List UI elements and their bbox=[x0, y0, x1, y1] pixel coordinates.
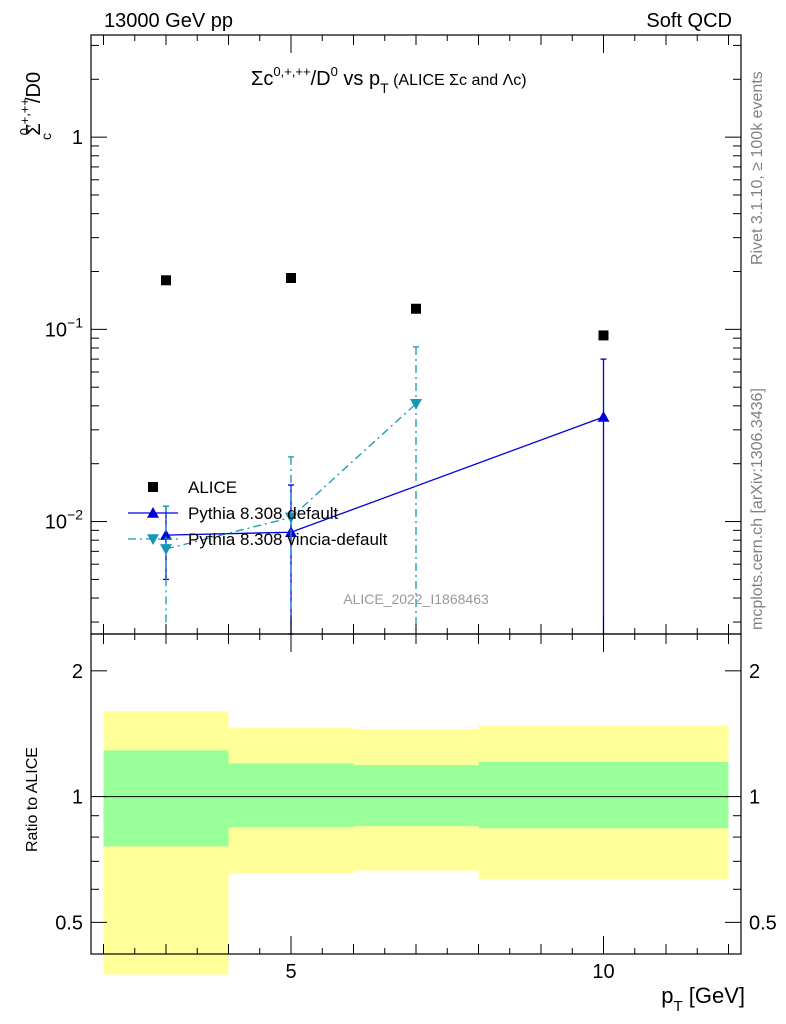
analysis-watermark: ALICE_2022_I1868463 bbox=[343, 591, 489, 607]
y-axis-label: Σ0,+,++c/D0 bbox=[17, 72, 54, 140]
ratio-axis-label: Ratio to ALICE bbox=[24, 747, 41, 852]
plot-title: Σc0,+,++/D0 vs pT (ALICE Σc and Λc) bbox=[251, 64, 527, 96]
ratio-y-tick-label-right: 1 bbox=[749, 787, 760, 809]
y-tick-label: 1 bbox=[72, 127, 83, 149]
y-tick-label: 10−1 bbox=[45, 314, 83, 341]
data-point bbox=[286, 273, 296, 284]
ratio-y-tick-label: 0.5 bbox=[55, 912, 83, 934]
legend-marker bbox=[148, 482, 158, 492]
ratio-inner-band bbox=[103, 750, 229, 847]
header-right: Soft QCD bbox=[646, 10, 732, 32]
data-point bbox=[411, 303, 421, 314]
data-point bbox=[285, 512, 297, 524]
ratio-y-tick-label: 2 bbox=[72, 661, 83, 683]
data-point bbox=[161, 275, 171, 286]
series-triangle-down bbox=[160, 346, 422, 634]
ratio-inner-band bbox=[228, 763, 354, 828]
legend: ALICE Pythia 8.308 default Pythia 8.308 vi… bbox=[128, 478, 388, 549]
ratio-inner-band bbox=[478, 762, 729, 829]
legend-marker bbox=[147, 507, 159, 518]
data-point bbox=[598, 330, 609, 341]
data-point bbox=[597, 410, 610, 422]
ratio-y-tick-label-right: 2 bbox=[749, 661, 760, 683]
y-tick-label: 10−2 bbox=[45, 507, 83, 534]
ratio-inner-band bbox=[353, 765, 479, 827]
ratio-frame bbox=[90, 633, 742, 955]
series-square bbox=[161, 273, 609, 341]
data-point bbox=[160, 529, 172, 540]
legend-label: ALICE bbox=[188, 478, 237, 497]
mcplots-note: mcplots.cern.ch [arXiv:1306.3436] bbox=[749, 388, 766, 630]
rivet-note: Rivet 3.1.10, ≥ 100k events bbox=[749, 71, 766, 265]
ratio-y-tick-label: 1 bbox=[72, 787, 83, 809]
header-left: 13000 GeV pp bbox=[104, 10, 233, 32]
legend-label: Pythia 8.308 vincia-default bbox=[188, 530, 388, 549]
ratio-y-tick-label-right: 0.5 bbox=[749, 912, 777, 934]
data-point bbox=[410, 398, 422, 410]
x-tick-label: 10 bbox=[592, 961, 614, 983]
x-tick-label: 5 bbox=[285, 961, 296, 983]
legend-label: Pythia 8.308 default bbox=[188, 504, 339, 523]
x-axis-label: pT [GeV] bbox=[661, 983, 745, 1015]
legend-marker bbox=[147, 534, 159, 545]
data-point bbox=[160, 544, 172, 555]
